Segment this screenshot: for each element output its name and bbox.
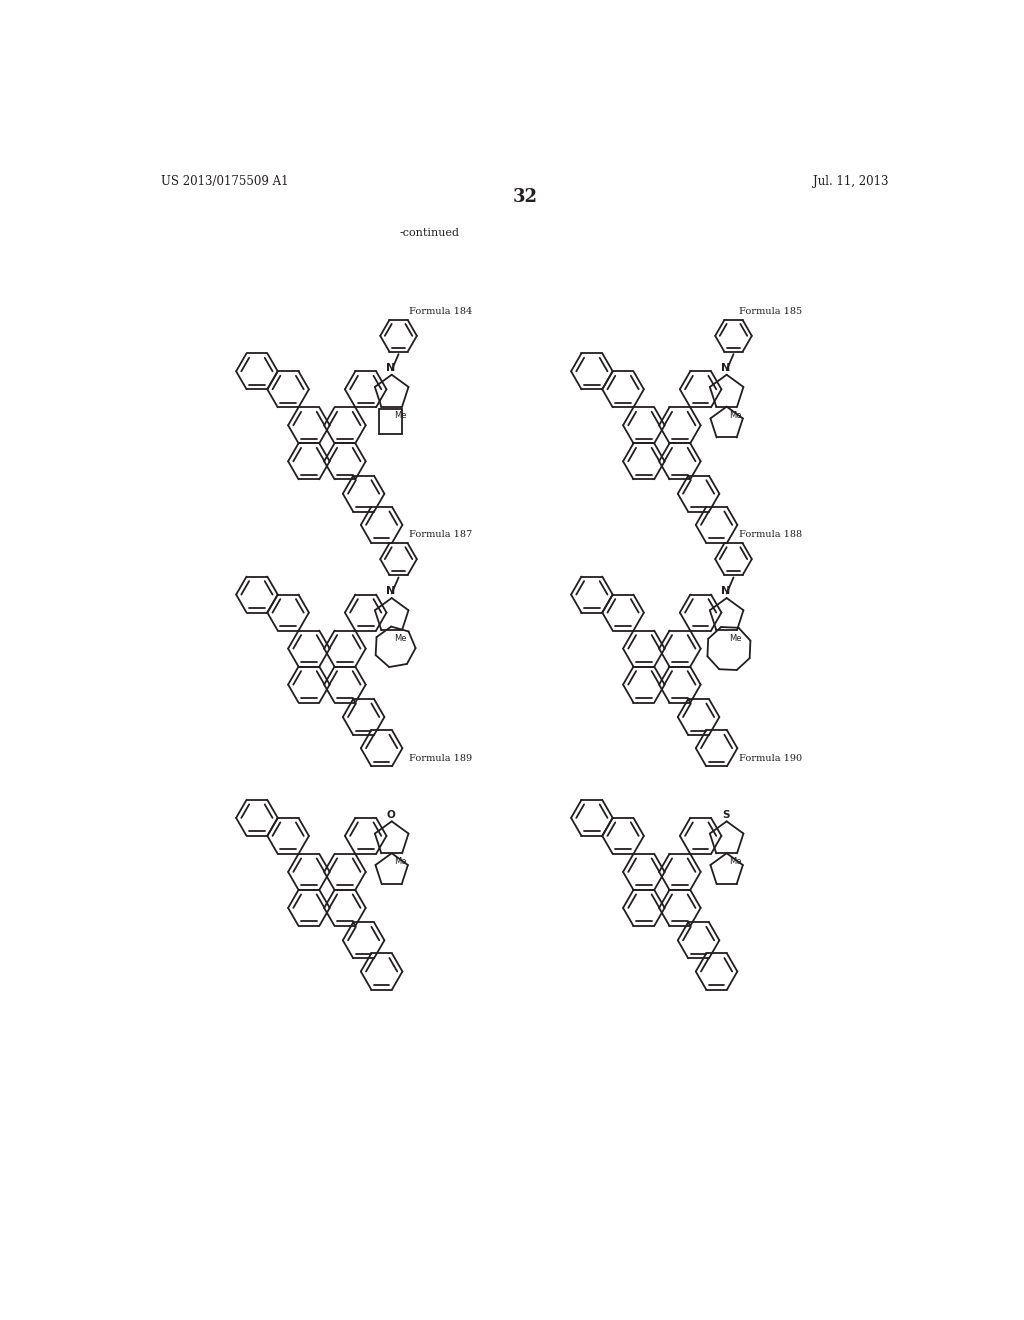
Text: Jul. 11, 2013: Jul. 11, 2013 [813,176,888,189]
Text: Formula 188: Formula 188 [739,531,802,540]
Text: Formula 190: Formula 190 [739,754,802,763]
Text: Me: Me [729,857,741,866]
Text: Formula 185: Formula 185 [739,308,802,315]
Text: 32: 32 [512,187,538,206]
Text: US 2013/0175509 A1: US 2013/0175509 A1 [162,176,289,189]
Text: S: S [722,809,730,820]
Text: Formula 184: Formula 184 [410,308,472,315]
Text: Me: Me [729,634,741,643]
Text: N: N [721,586,730,597]
Text: -continued: -continued [399,227,460,238]
Text: Formula 189: Formula 189 [410,754,472,763]
Text: Me: Me [394,857,407,866]
Text: Me: Me [394,411,407,420]
Text: N: N [386,363,395,374]
Text: Formula 187: Formula 187 [410,531,472,540]
Text: O: O [386,809,395,820]
Text: Me: Me [394,634,407,643]
Text: Me: Me [729,411,741,420]
Text: N: N [721,363,730,374]
Text: N: N [386,586,395,597]
